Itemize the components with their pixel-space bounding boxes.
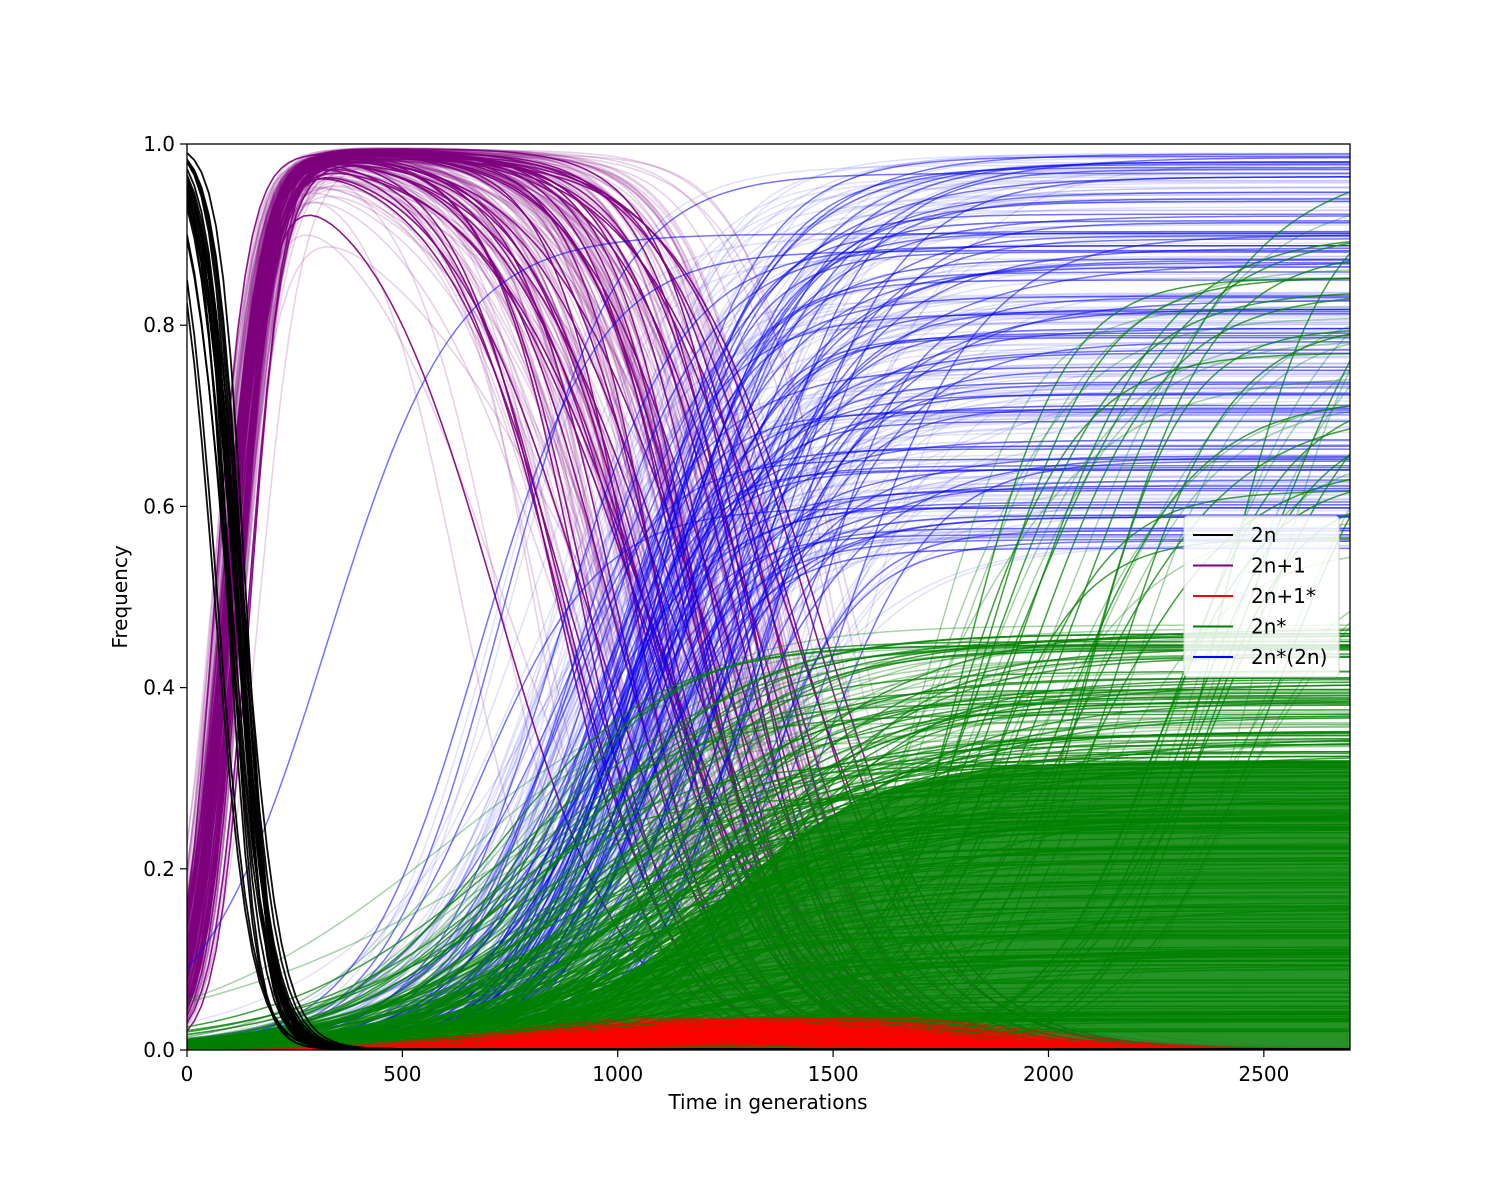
series-2n-star-trajectory	[187, 638, 1350, 1047]
y-tick-label: 0.4	[143, 676, 175, 700]
series-2n-star-2n-trajectory	[187, 163, 1350, 1040]
series-2n-star-trajectory	[187, 633, 1350, 1036]
series-2n-star-trajectory	[187, 715, 1350, 1044]
y-tick-label: 0.6	[143, 494, 175, 518]
x-axis: 0 500 1000 1500 2000 2500	[181, 1050, 1289, 1086]
series-2n-star-trajectory	[187, 640, 1350, 1001]
x-tick-label: 0	[181, 1062, 194, 1086]
series-2n-star-2n-trajectory	[187, 234, 1350, 1048]
series-2n-star-density	[187, 760, 1350, 1050]
series-2n-star-trajectory	[187, 711, 1350, 1050]
legend-label: 2n+1*	[1251, 584, 1316, 608]
series-2n-star-trajectory	[187, 688, 1350, 1050]
series-2n-star-2n-trajectory	[187, 373, 1350, 1049]
series-2n-star-trajectory	[187, 655, 1350, 1040]
series-2n-star-2n-trajectory	[187, 296, 1350, 1050]
legend-label: 2n+1	[1251, 554, 1306, 578]
series-2n-star-2n-trajectory	[187, 527, 1350, 1048]
x-tick-label: 500	[383, 1062, 421, 1086]
series-2n-star-trajectory	[187, 721, 1350, 1038]
y-tick-label: 0.0	[143, 1038, 175, 1062]
series-2n-star-trajectory	[187, 644, 1350, 1041]
series-2n-star-trajectory	[187, 653, 1350, 1050]
legend-box	[1183, 515, 1340, 678]
x-tick-label: 1000	[592, 1062, 643, 1086]
series-2n-star-trajectory	[187, 717, 1350, 1050]
series-2n-star-2n-trajectory	[187, 164, 1350, 1046]
series-2n-star-trajectory	[187, 691, 1350, 1050]
series-2n-star-trajectory	[187, 696, 1350, 1048]
series-2n-star-2n-trajectory	[187, 315, 1350, 1046]
series-2n-star-2n-trajectory	[187, 172, 1350, 1047]
series-2n-trajectory	[187, 179, 1350, 1050]
series-2n-star-trajectory	[187, 653, 1350, 1049]
legend: 2n 2n+1 2n+1* 2n* 2n*(2n)	[1183, 515, 1340, 678]
series-2n-star-trajectory	[187, 738, 1350, 1049]
series-2n-star-2n-trajectory	[187, 529, 1350, 1047]
series-2n	[187, 152, 1350, 1050]
y-tick-label: 1.0	[143, 132, 175, 156]
x-tick-label: 2000	[1023, 1062, 1074, 1086]
series-2n-star-trajectory	[187, 734, 1350, 1045]
y-axis-label: Frequency	[108, 545, 132, 648]
y-tick-label: 0.8	[143, 313, 175, 337]
series-2n-star-2n-trajectory	[187, 221, 1350, 1046]
series-2n-star-trajectory	[187, 745, 1350, 1041]
x-tick-label: 2500	[1238, 1062, 1289, 1086]
series-2n-star-trajectory	[187, 670, 1350, 1042]
series-2n-star-trajectory	[187, 699, 1350, 1032]
legend-label: 2n*(2n)	[1251, 645, 1327, 669]
series-2n-star-2n-trajectory	[187, 338, 1350, 1024]
series-2n-star-trajectory	[187, 699, 1350, 1050]
series-2n-star-trajectory	[187, 646, 1350, 1040]
series-2n-star-2n-trajectory	[187, 179, 1350, 1041]
series-2n-star-trajectory	[187, 725, 1350, 1045]
series-2n-star-trajectory	[187, 739, 1350, 1049]
series-2n-star-trajectory	[187, 744, 1350, 1048]
series-2n-star-2n-trajectory	[187, 276, 1350, 1038]
series-2n-star-trajectory	[187, 648, 1350, 1042]
legend-label: 2n*	[1251, 615, 1286, 639]
series-2n-star-trajectory	[187, 694, 1350, 1049]
series-2n-star-trajectory	[187, 671, 1350, 1042]
series-2n-star-trajectory	[187, 635, 1350, 1047]
series-2n-star-trajectory	[187, 743, 1350, 1045]
series-2n-star-trajectory	[187, 628, 1350, 1050]
series-2n-star-2n-trajectory	[187, 305, 1350, 1043]
plot-frame	[186, 143, 1351, 1051]
series-2n-star-trajectory	[187, 690, 1350, 1046]
plot-area	[187, 146, 1350, 1050]
series-2n-star-trajectory	[187, 713, 1350, 1043]
series-2n-star-trajectory	[187, 624, 1350, 1042]
series-2n-star-2n-trajectory	[187, 186, 1350, 1045]
series-2n-star-trajectory	[187, 653, 1350, 1040]
series-2n-star-trajectory	[187, 647, 1350, 1049]
series-2n-star-trajectory	[187, 726, 1350, 1049]
legend-label: 2n	[1251, 523, 1276, 547]
x-tick-label: 1500	[808, 1062, 859, 1086]
y-tick-label: 0.2	[143, 857, 175, 881]
series-2n-star-trajectory	[187, 648, 1350, 1048]
y-axis: 0.0 0.2 0.4 0.6 0.8 1.0	[143, 132, 187, 1062]
series-2n-star-trajectory	[187, 644, 1350, 1042]
series-2n-star-trajectory	[187, 644, 1350, 1004]
series-2n-star-trajectory	[187, 640, 1350, 1048]
x-axis-label: Time in generations	[667, 1090, 867, 1114]
